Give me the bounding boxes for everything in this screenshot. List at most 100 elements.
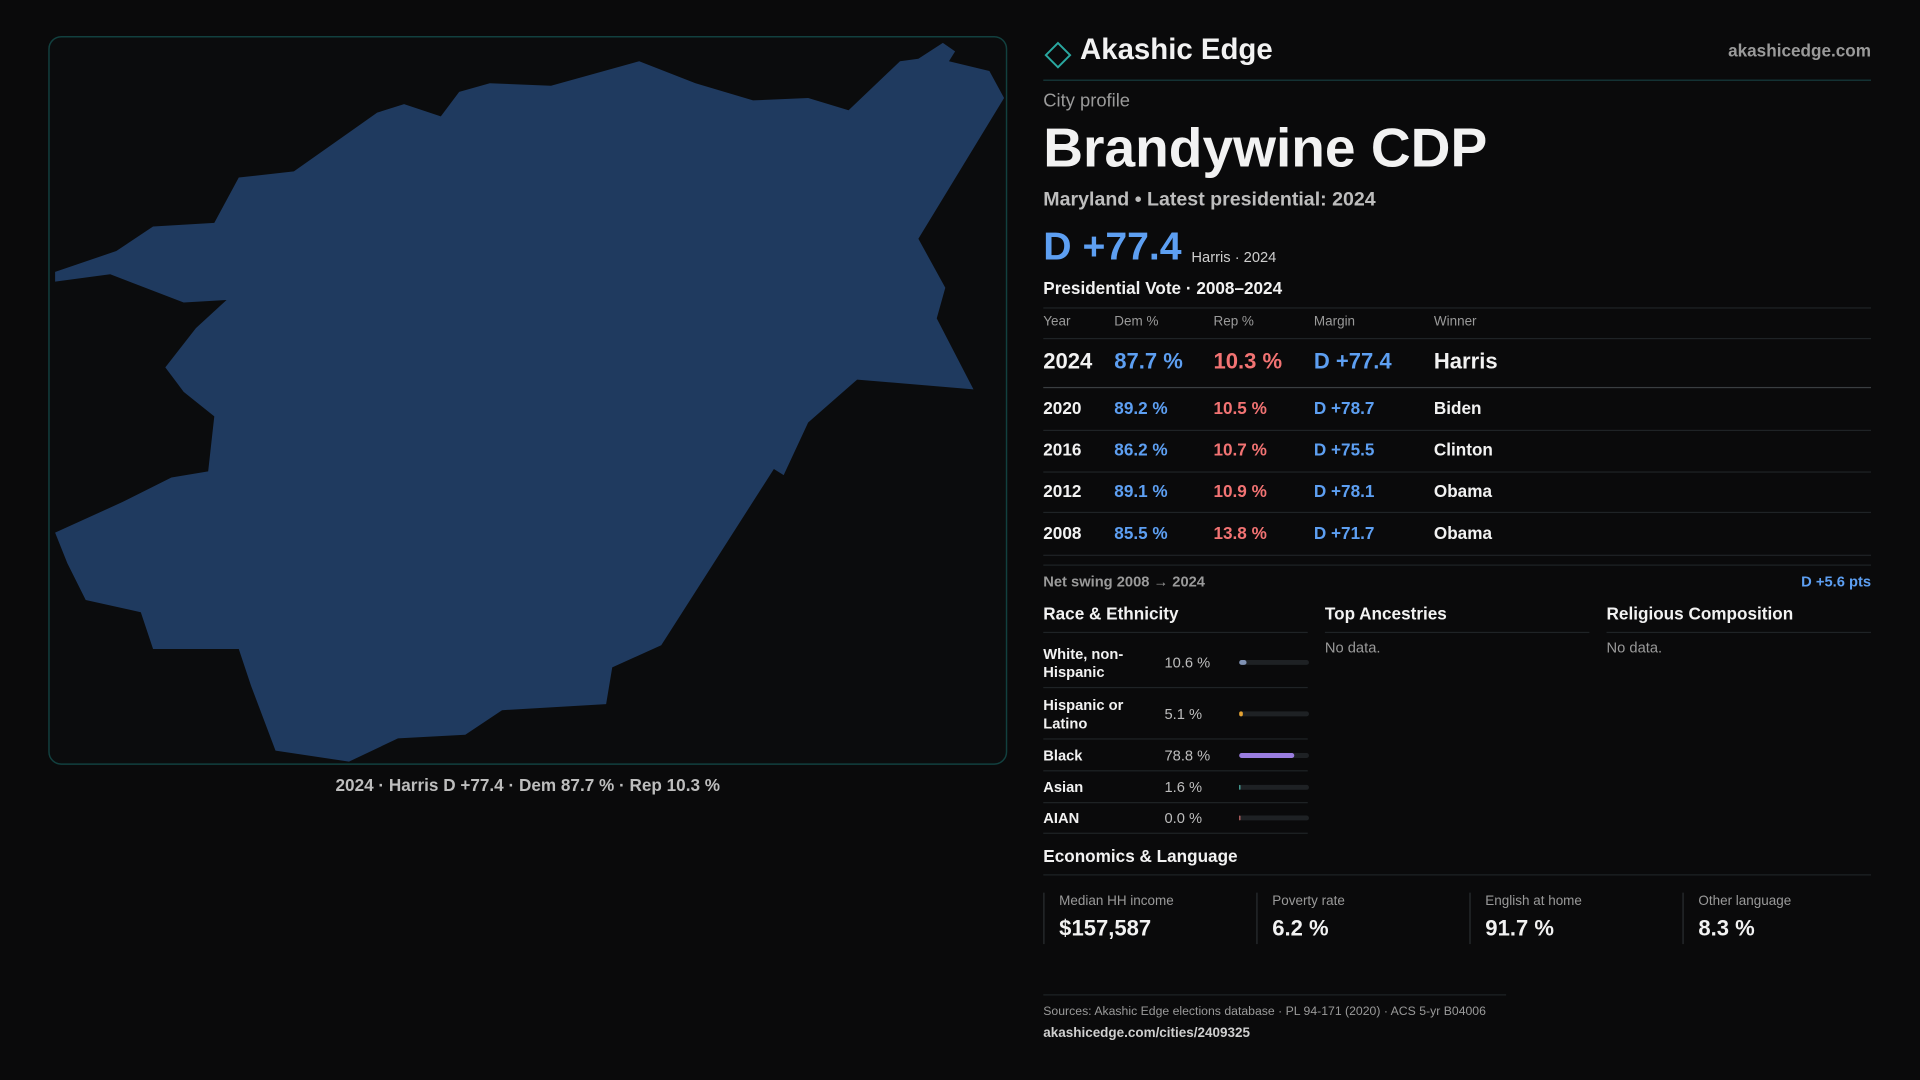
race-bar	[1239, 815, 1241, 821]
race-bar	[1239, 753, 1295, 758]
bar-track	[1239, 711, 1309, 717]
swing-value: D +5.6 pts	[1801, 573, 1872, 591]
page-url[interactable]: akashicedge.com/cities/2409325	[1043, 1026, 1250, 1041]
race-value: 10.6 %	[1164, 653, 1211, 672]
table-cell: 2024	[1043, 348, 1093, 374]
stat-value: 6.2 %	[1272, 915, 1329, 941]
rule	[1043, 554, 1872, 556]
rule	[1043, 738, 1308, 740]
rule	[1606, 631, 1872, 634]
table-cell: 86.2 %	[1114, 439, 1168, 460]
bar-track	[1239, 660, 1309, 665]
rule	[1043, 874, 1872, 876]
table-cell: Biden	[1433, 397, 1482, 418]
stat-card: Median HH income $157,587	[1043, 892, 1174, 945]
table-cell: D +75.5	[1313, 439, 1375, 460]
stat-card: Poverty rate 6.2 %	[1256, 892, 1345, 945]
rule	[1043, 631, 1308, 634]
headline-margin: D +77.4	[1043, 224, 1182, 269]
rule	[1043, 686, 1308, 689]
stat-card: English at home 91.7 %	[1469, 892, 1582, 945]
race-value: 1.6 %	[1164, 778, 1203, 796]
race-label: AIAN	[1043, 809, 1080, 827]
stat-label: Poverty rate	[1272, 893, 1345, 909]
race-bar	[1239, 784, 1241, 790]
stat-card: Other language 8.3 %	[1682, 892, 1791, 945]
votes-title: Presidential Vote · 2008–2024	[1043, 277, 1283, 298]
race-value: 78.8 %	[1164, 746, 1211, 765]
map-panel	[48, 36, 1008, 765]
economics-title: Economics & Language	[1043, 846, 1238, 866]
table-cell: 10.3 %	[1213, 348, 1283, 374]
rule	[1043, 564, 1872, 566]
rule	[1324, 631, 1590, 634]
table-cell: Obama	[1433, 481, 1493, 501]
table-cell: Clinton	[1433, 439, 1493, 460]
race-bar	[1239, 711, 1243, 717]
header-rule	[1043, 79, 1872, 81]
table-cell: 2020	[1043, 397, 1082, 418]
race-value: 0.0 %	[1164, 809, 1203, 827]
logo	[1044, 41, 1072, 69]
column-header: Rep %	[1213, 314, 1254, 330]
bar-track	[1239, 784, 1309, 790]
table-cell: D +77.4	[1313, 348, 1392, 374]
column-header: Dem %	[1114, 314, 1159, 330]
column-header: Margin	[1313, 314, 1356, 330]
bar-track	[1239, 815, 1309, 821]
religion-title: Religious Composition	[1606, 603, 1794, 624]
table-cell: Harris	[1433, 348, 1498, 374]
rule	[1043, 307, 1872, 309]
stat-value: 91.7 %	[1485, 915, 1554, 941]
table-cell: Obama	[1433, 522, 1493, 543]
rule	[1043, 994, 1507, 996]
table-cell: 2016	[1043, 439, 1082, 460]
table-cell: 10.5 %	[1213, 397, 1267, 418]
race-value: 5.1 %	[1164, 705, 1203, 723]
city-boundary	[55, 42, 1005, 762]
table-cell: 89.2 %	[1114, 397, 1168, 418]
table-cell: 10.9 %	[1213, 481, 1267, 501]
swing-label: Net swing 2008 → 2024	[1043, 573, 1205, 591]
table-cell: 2008	[1043, 522, 1082, 543]
table-cell: 87.7 %	[1114, 348, 1183, 374]
rule	[1043, 832, 1308, 834]
table-cell: 85.5 %	[1114, 522, 1168, 543]
margin-note: Harris · 2024	[1191, 248, 1277, 266]
rule	[1043, 770, 1308, 772]
stat-label: Other language	[1698, 893, 1792, 909]
table-cell: 2012	[1043, 481, 1082, 501]
ancestries-title: Top Ancestries	[1324, 603, 1447, 624]
race-label: Hispanic or Latino	[1043, 696, 1124, 733]
column-header: Year	[1043, 314, 1071, 330]
stat-label: English at home	[1485, 893, 1582, 909]
rule	[1043, 511, 1872, 514]
rule	[1043, 337, 1872, 340]
religion-empty: No data.	[1606, 639, 1663, 657]
table-cell: 13.8 %	[1213, 522, 1267, 543]
city-name: Brandywine CDP	[1043, 116, 1488, 179]
table-cell: 10.7 %	[1213, 439, 1267, 460]
table-cell: D +78.1	[1313, 481, 1375, 501]
kicker: City profile	[1043, 90, 1131, 112]
race-bar	[1239, 660, 1247, 665]
subtitle: Maryland • Latest presidential: 2024	[1043, 189, 1376, 211]
site: akashicedge.com	[1728, 40, 1872, 61]
ancestries-empty: No data.	[1324, 639, 1381, 657]
rule	[1043, 802, 1308, 804]
stat-label: Median HH income	[1059, 893, 1174, 909]
race-title: Race & Ethnicity	[1043, 603, 1179, 624]
rule	[1043, 471, 1872, 473]
brand: Akashic Edge	[1080, 33, 1273, 67]
table-cell: D +71.7	[1313, 522, 1375, 543]
table-cell: D +78.7	[1313, 397, 1375, 418]
rule	[1043, 429, 1872, 432]
map-caption: 2024 · Harris D +77.4 · Dem 87.7 % · Rep…	[335, 775, 721, 795]
race-label: Asian	[1043, 778, 1084, 796]
race-label: White, non-Hispanic	[1043, 645, 1124, 681]
sources: Sources: Akashic Edge elections database…	[1043, 1005, 1486, 1019]
stat-value: $157,587	[1059, 915, 1152, 941]
rule	[1043, 386, 1872, 389]
